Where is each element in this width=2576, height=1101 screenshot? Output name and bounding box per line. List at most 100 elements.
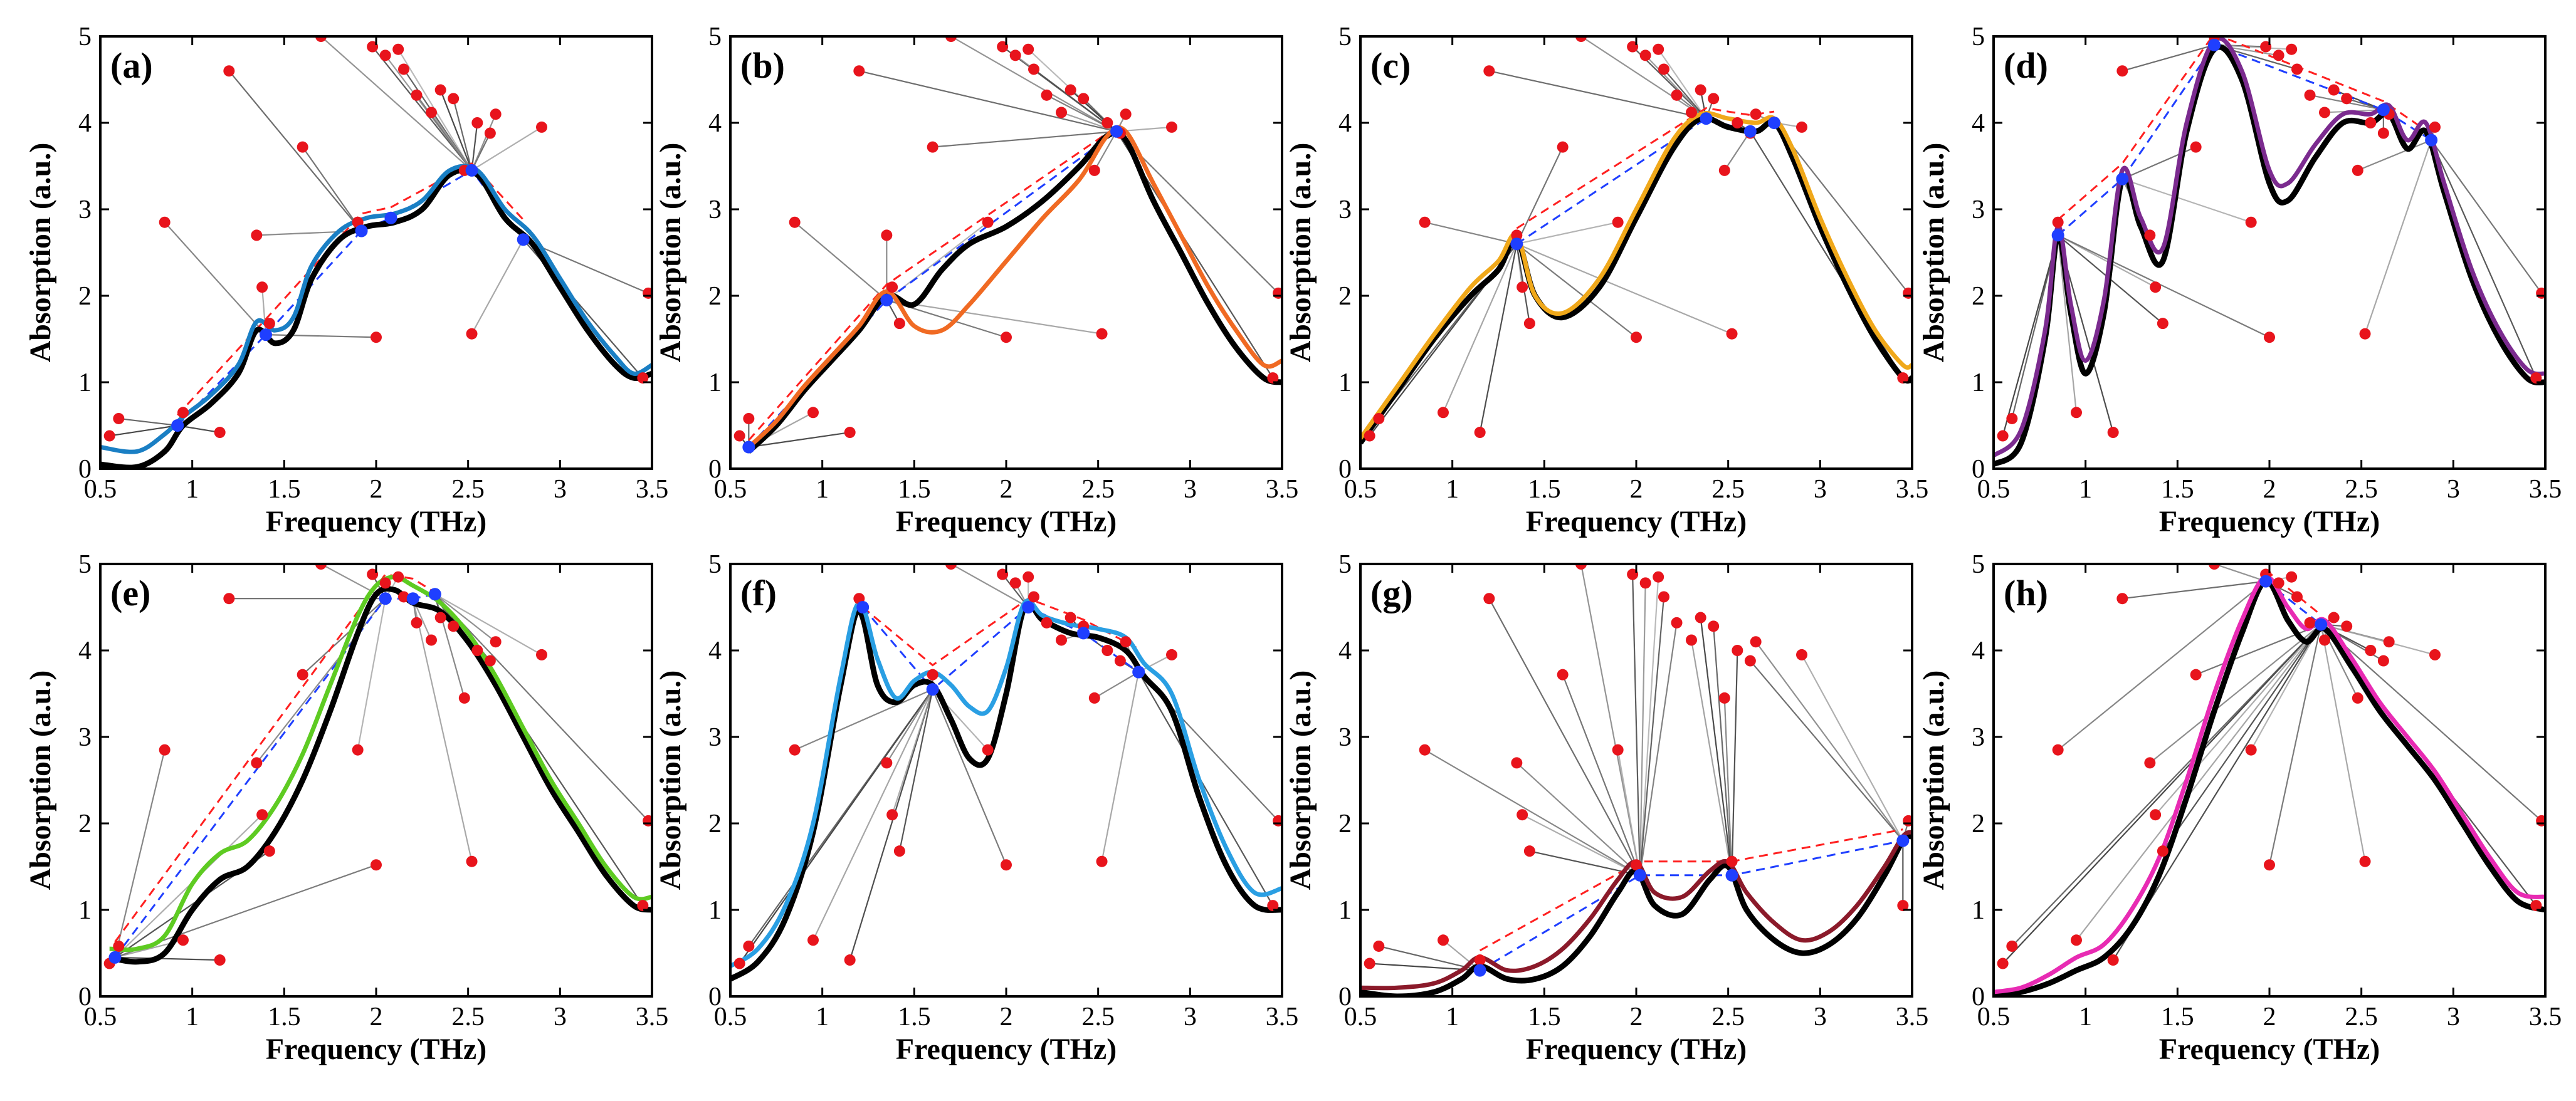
- plot-area: [1994, 564, 2545, 996]
- y-tick-label: 5: [1338, 550, 1352, 579]
- key-point: [2377, 103, 2390, 117]
- connector-line: [453, 98, 473, 171]
- x-tick-label: 2.5: [2345, 1003, 2378, 1031]
- scatter-point: [1088, 164, 1100, 176]
- connector-line: [114, 749, 166, 958]
- y-axis-title: Absorption (a.u.): [24, 143, 57, 363]
- connector-line: [1138, 671, 1274, 906]
- x-tick-label: 1: [186, 475, 199, 504]
- y-tick-label: 3: [1338, 196, 1352, 224]
- scatter-point: [392, 43, 404, 55]
- key-point: [260, 328, 272, 342]
- x-tick-label: 1: [186, 1003, 199, 1031]
- connector-line: [471, 126, 542, 171]
- connector-line: [2431, 139, 2543, 294]
- scatter-point: [2328, 612, 2340, 624]
- scatter-point: [1041, 89, 1053, 101]
- y-tick-label: 0: [78, 983, 92, 1011]
- scatter-point: [1517, 809, 1528, 821]
- x-tick-label: 2.5: [2345, 475, 2378, 504]
- connector-line: [256, 598, 386, 764]
- scatter-point: [2006, 412, 2018, 424]
- key-point: [2051, 229, 2064, 242]
- x-tick-label: 3: [1184, 1003, 1197, 1031]
- scatter-point: [1653, 43, 1664, 55]
- key-point: [1110, 125, 1123, 138]
- panel-label: (b): [740, 45, 785, 86]
- scatter-point: [1056, 634, 1067, 646]
- scatter-point: [1732, 117, 1743, 128]
- y-tick-label: 3: [1338, 723, 1352, 752]
- connector-line: [357, 598, 386, 750]
- connector-line: [265, 334, 377, 338]
- scatter-point: [426, 634, 437, 646]
- scatter-point: [881, 757, 893, 769]
- y-tick-label: 2: [1338, 810, 1352, 838]
- y-tick-label: 4: [78, 637, 92, 665]
- plot-content: [1994, 564, 2545, 996]
- scatter-point: [1695, 612, 1706, 624]
- scatter-point: [1023, 43, 1034, 55]
- connector-line: [320, 36, 473, 171]
- x-tick-label: 2: [370, 475, 383, 504]
- y-tick-label: 1: [1338, 896, 1352, 925]
- scatter-point: [1718, 164, 1730, 176]
- x-tick-label: 0.5: [1344, 475, 1377, 504]
- scatter-point: [1557, 141, 1569, 153]
- x-axis-title: Frequency (THz): [1526, 1033, 1747, 1066]
- y-axis-title: Absorption (a.u.): [24, 671, 57, 890]
- connector-line: [950, 564, 1029, 608]
- key-point: [465, 164, 478, 177]
- connector-line: [1755, 641, 1904, 842]
- connector-line: [412, 598, 473, 862]
- connector-line: [302, 598, 386, 676]
- key-point: [2425, 133, 2438, 147]
- scatter-point: [1726, 855, 1738, 867]
- panel-g: 0.5 1 1.5 2 2.5 3 3.5 0 1 2 3 4 5 Frequency (THz) Abso…: [1284, 550, 1928, 1066]
- connector-line: [1632, 574, 1641, 875]
- scatter-point: [411, 89, 423, 101]
- scatter-point: [490, 636, 502, 648]
- key-point: [1743, 125, 1757, 138]
- x-tick-label: 3.5: [1266, 475, 1299, 504]
- y-tick-label: 3: [708, 196, 722, 224]
- scatter-point: [927, 141, 938, 153]
- scatter-point: [1796, 649, 1807, 660]
- scatter-point: [2273, 577, 2284, 589]
- scatter-point: [2365, 645, 2377, 656]
- panel-a: 0.5 1 1.5 2 2.5 3 3.5 0 1 2 3 4 5 Frequency (THz) Abso…: [24, 23, 668, 538]
- y-tick-label: 3: [708, 723, 722, 752]
- x-axis-title: Frequency (THz): [896, 1033, 1117, 1066]
- y-tick-label: 0: [78, 455, 92, 484]
- red-dashed-fit: [114, 573, 436, 942]
- scatter-point: [1474, 427, 1486, 439]
- connector-line: [1516, 243, 1637, 338]
- key-point: [1768, 117, 1780, 129]
- scatter-point: [1523, 318, 1535, 330]
- panel-label: (d): [2004, 45, 2048, 86]
- scatter-point: [484, 655, 496, 667]
- x-tick-label: 3.5: [636, 1003, 669, 1031]
- key-point: [1077, 627, 1090, 640]
- y-tick-label: 0: [708, 455, 722, 484]
- scatter-point: [1041, 617, 1053, 629]
- connector-line: [1663, 68, 1707, 119]
- scatter-point: [789, 216, 801, 228]
- scatter-point: [1096, 855, 1108, 867]
- scatter-point: [159, 216, 171, 228]
- scatter-point: [1267, 900, 1279, 912]
- scatter-point: [982, 744, 994, 756]
- scatter-point: [297, 669, 308, 681]
- scatter-point: [256, 809, 268, 821]
- x-tick-label: 3.5: [1896, 1003, 1929, 1031]
- scatter-point: [1166, 121, 1177, 133]
- connector-line: [1639, 597, 1665, 875]
- key-point: [926, 683, 939, 696]
- connector-line: [164, 221, 266, 335]
- panel-d: 0.5 1 1.5 2 2.5 3 3.5 0 1 2 3 4 5 Frequency (THz) Abso…: [1917, 23, 2562, 538]
- key-point: [1896, 834, 1910, 847]
- x-tick-label: 3.5: [1266, 1003, 1299, 1031]
- scatter-point: [1511, 229, 1523, 241]
- scatter-point: [1997, 430, 2009, 442]
- scatter-point: [1419, 216, 1431, 228]
